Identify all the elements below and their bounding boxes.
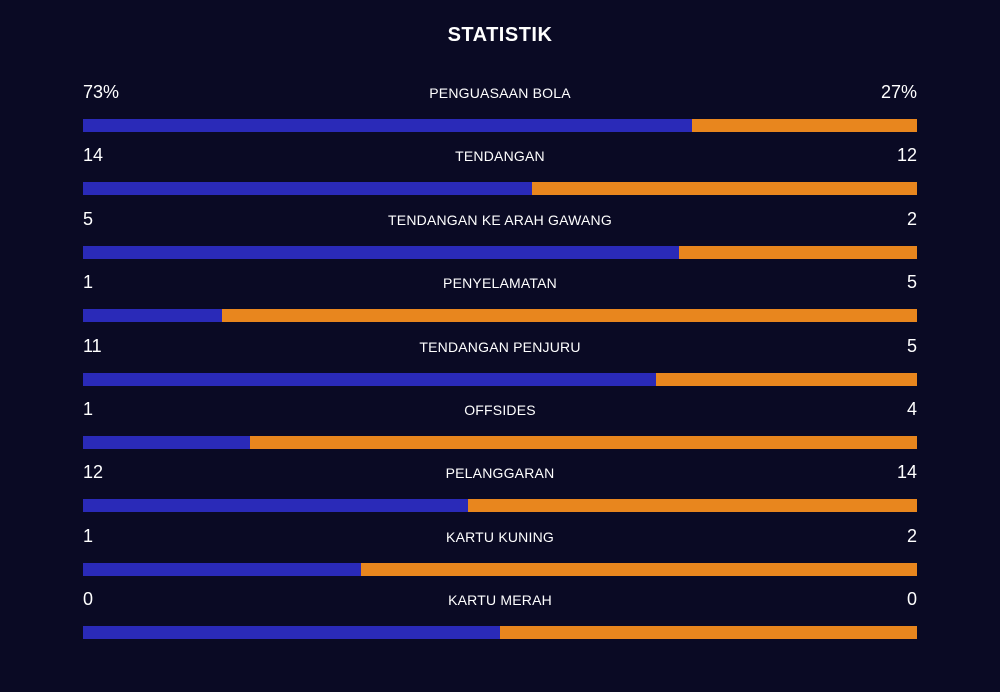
stat-header: 1 PENYELAMATAN 5 <box>83 270 917 296</box>
home-bar <box>83 499 468 513</box>
stat-label: KARTU KUNING <box>446 528 554 545</box>
away-bar <box>360 562 917 576</box>
home-bar <box>83 245 679 259</box>
stat-row-corners: 11 TENDANGAN PENJURU 5 <box>83 334 917 397</box>
comparison-bar <box>83 372 917 386</box>
stat-label: TENDANGAN PENJURU <box>419 338 581 355</box>
stat-label: TENDANGAN KE ARAH GAWANG <box>388 211 612 228</box>
stat-row-shots: 14 TENDANGAN 12 <box>83 143 917 206</box>
stat-row-red-cards: 0 KARTU MERAH 0 <box>83 587 917 650</box>
away-value: 27% <box>880 82 917 102</box>
away-bar <box>678 245 917 259</box>
stat-header: 12 PELANGGARAN 14 <box>83 460 917 486</box>
away-bar <box>656 372 917 386</box>
page-title: STATISTIK <box>447 24 553 46</box>
home-value: 1 <box>83 525 94 546</box>
away-bar <box>691 119 917 132</box>
comparison-bar <box>83 626 917 640</box>
home-bar <box>83 119 692 132</box>
away-value: 14 <box>896 462 917 483</box>
comparison-bar <box>83 119 917 132</box>
stat-label: KARTU MERAH <box>448 592 552 609</box>
stat-header: 11 TENDANGAN PENJURU 5 <box>83 334 917 360</box>
away-value: 12 <box>896 145 917 166</box>
stat-header: 14 TENDANGAN 12 <box>83 143 917 169</box>
home-value: 14 <box>83 145 104 166</box>
stat-row-offsides: 1 OFFSIDES 4 <box>83 397 917 460</box>
home-bar <box>83 182 533 196</box>
away-value: 2 <box>906 525 917 546</box>
stat-row-shots-on-target: 5 TENDANGAN KE ARAH GAWANG 2 <box>83 207 917 270</box>
stat-label: PELANGGARAN <box>445 465 555 482</box>
away-value: 4 <box>906 398 917 419</box>
home-bar <box>83 372 657 386</box>
stat-label: PENGUASAAN BOLA <box>429 85 571 101</box>
home-value: 1 <box>83 272 94 293</box>
comparison-bar <box>83 499 917 513</box>
stat-row-fouls: 12 PELANGGARAN 14 <box>83 460 917 523</box>
stat-label: OFFSIDES <box>464 401 536 418</box>
stat-header: 5 TENDANGAN KE ARAH GAWANG 2 <box>83 207 917 233</box>
stat-header: 73% PENGUASAAN BOLA 27% <box>83 80 917 106</box>
comparison-bar <box>83 182 917 196</box>
comparison-bar <box>83 245 917 259</box>
home-bar <box>83 435 250 449</box>
away-bar <box>249 435 917 449</box>
home-value: 73% <box>83 82 120 102</box>
away-value: 5 <box>906 335 917 356</box>
comparison-bar <box>83 562 917 576</box>
stat-label: TENDANGAN <box>455 148 545 165</box>
away-value: 2 <box>906 208 917 229</box>
comparison-bar <box>83 309 917 323</box>
stat-row-yellow-cards: 1 KARTU KUNING 2 <box>83 524 917 587</box>
away-bar <box>500 626 917 640</box>
away-value: 0 <box>906 589 917 610</box>
stat-header: 1 KARTU KUNING 2 <box>83 524 917 550</box>
home-value: 5 <box>83 208 94 229</box>
home-value: 1 <box>83 398 94 419</box>
home-value: 0 <box>83 589 94 610</box>
home-bar <box>83 309 223 323</box>
stat-header: 0 KARTU MERAH 0 <box>83 587 917 613</box>
stat-row-possession: 73% PENGUASAAN BOLA 27% <box>83 80 917 143</box>
stat-header: 1 OFFSIDES 4 <box>83 397 917 423</box>
away-bar <box>467 499 917 513</box>
away-value: 5 <box>906 272 917 293</box>
stat-label: PENYELAMATAN <box>443 275 557 292</box>
away-bar <box>222 309 917 323</box>
comparison-bar <box>83 435 917 449</box>
home-value: 12 <box>83 462 104 483</box>
stat-row-saves: 1 PENYELAMATAN 5 <box>83 270 917 333</box>
home-bar <box>83 626 500 640</box>
away-bar <box>532 182 917 196</box>
home-bar <box>83 562 361 576</box>
home-value: 11 <box>83 335 102 356</box>
stats-list: 73% PENGUASAAN BOLA 27% 14 TENDANGAN 12 … <box>83 80 917 651</box>
